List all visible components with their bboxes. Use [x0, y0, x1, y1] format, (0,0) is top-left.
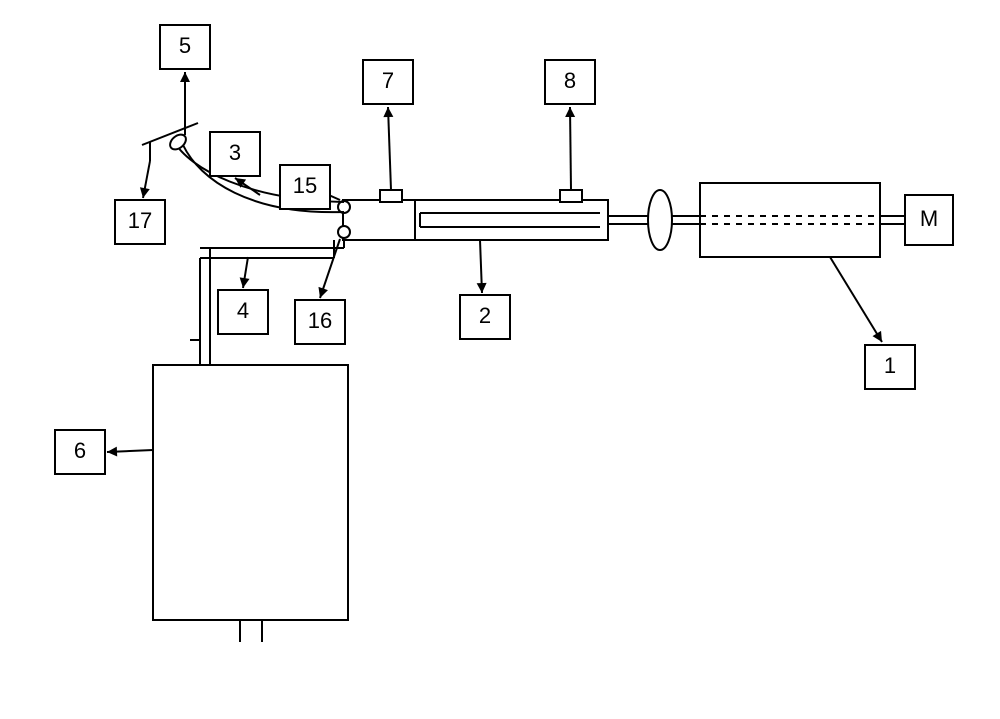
label-n4: 4	[237, 298, 249, 323]
label-n6: 6	[74, 438, 86, 463]
diagram-shape	[477, 283, 487, 293]
label-n3: 3	[229, 140, 241, 165]
label-nM: M	[920, 206, 938, 231]
hinge-16	[338, 226, 350, 238]
diagram-shape	[565, 107, 575, 117]
diagram-shape	[240, 277, 250, 288]
label-n17: 17	[128, 208, 152, 233]
label-n8: 8	[564, 68, 576, 93]
collar	[648, 190, 672, 250]
diagram-shape	[570, 107, 571, 190]
diagram-shape	[180, 72, 190, 82]
port-7	[380, 190, 402, 202]
label-n5: 5	[179, 33, 191, 58]
tank-6	[153, 365, 348, 620]
diagram-shape	[318, 287, 327, 298]
cylinder-2	[343, 200, 608, 240]
label-n1: 1	[884, 353, 896, 378]
label-n16: 16	[308, 308, 332, 333]
diagram-shape	[140, 187, 150, 198]
port-8	[560, 190, 582, 202]
diagram-shape	[830, 257, 882, 342]
diagram-shape	[388, 107, 391, 190]
label-n2: 2	[479, 303, 491, 328]
diagram-shape	[107, 447, 117, 457]
label-n15: 15	[293, 173, 317, 198]
diagram-shape	[383, 107, 393, 117]
label-n7: 7	[382, 68, 394, 93]
block-1	[700, 183, 880, 257]
